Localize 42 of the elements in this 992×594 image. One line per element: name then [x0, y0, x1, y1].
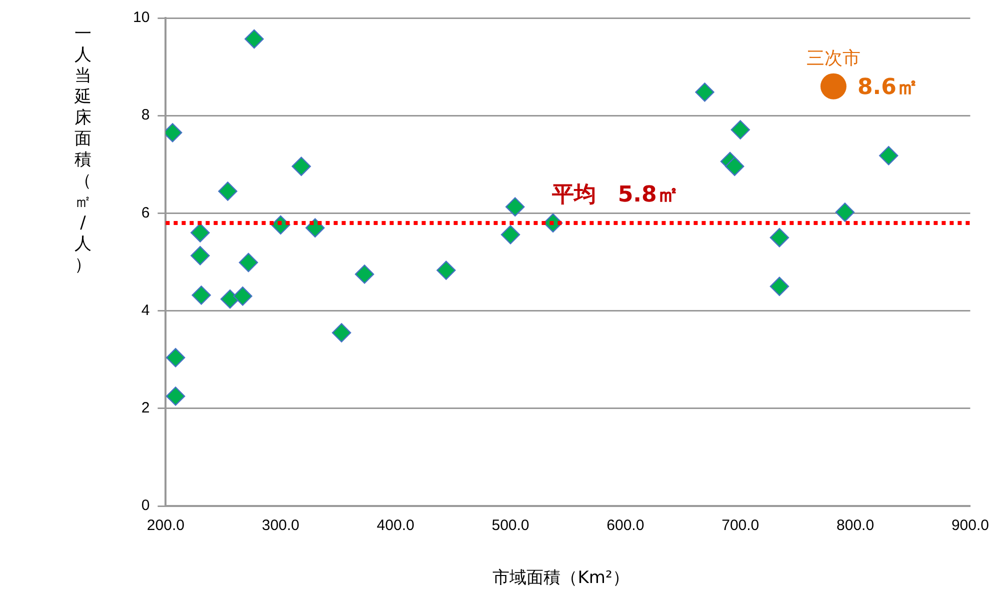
- y-tick-label: 8: [141, 106, 150, 124]
- y-tick-label: 10: [132, 9, 150, 26]
- ref-line-label: 平均 5.8㎡: [550, 182, 679, 208]
- y-tick-label: 6: [141, 204, 150, 222]
- point: [233, 286, 252, 306]
- x-tick-label: 500.0: [492, 517, 530, 534]
- x-tick-label: 800.0: [836, 517, 874, 534]
- point: [835, 202, 855, 222]
- point: [292, 156, 311, 176]
- y-tick-label: 0: [141, 497, 150, 514]
- point: [879, 146, 898, 166]
- point: [192, 286, 211, 305]
- x-axis-title: 市域面積（Km²）: [492, 567, 630, 589]
- x-tick-label: 400.0: [376, 517, 414, 534]
- point: [695, 82, 714, 102]
- point: [190, 246, 210, 266]
- x-tick-label: 600.0: [606, 517, 644, 534]
- point: [725, 156, 744, 176]
- x-tick-label: 700.0: [722, 517, 760, 534]
- y-tick-label: 2: [141, 400, 150, 417]
- point: [166, 348, 186, 368]
- x-tick-label: 900.0: [951, 517, 990, 534]
- point: [218, 182, 238, 201]
- point: [238, 252, 258, 272]
- x-tick-label: 200.0: [146, 517, 184, 534]
- point: [166, 386, 186, 406]
- point: [436, 260, 456, 280]
- x-tick-label: 300.0: [262, 517, 300, 534]
- point: [354, 264, 374, 284]
- point: [820, 73, 846, 100]
- point: [770, 276, 790, 296]
- point: [500, 225, 520, 244]
- point: [505, 197, 525, 216]
- point: [332, 323, 352, 342]
- point: [190, 223, 210, 242]
- point: [770, 228, 790, 248]
- point: [730, 120, 750, 140]
- point: [244, 29, 264, 49]
- y-tick-label: 4: [141, 302, 150, 319]
- data-label: 8.6㎡: [857, 75, 918, 100]
- text: 一人当延床面積（㎡/人）: [74, 24, 92, 275]
- series-label: 三次市: [806, 48, 860, 69]
